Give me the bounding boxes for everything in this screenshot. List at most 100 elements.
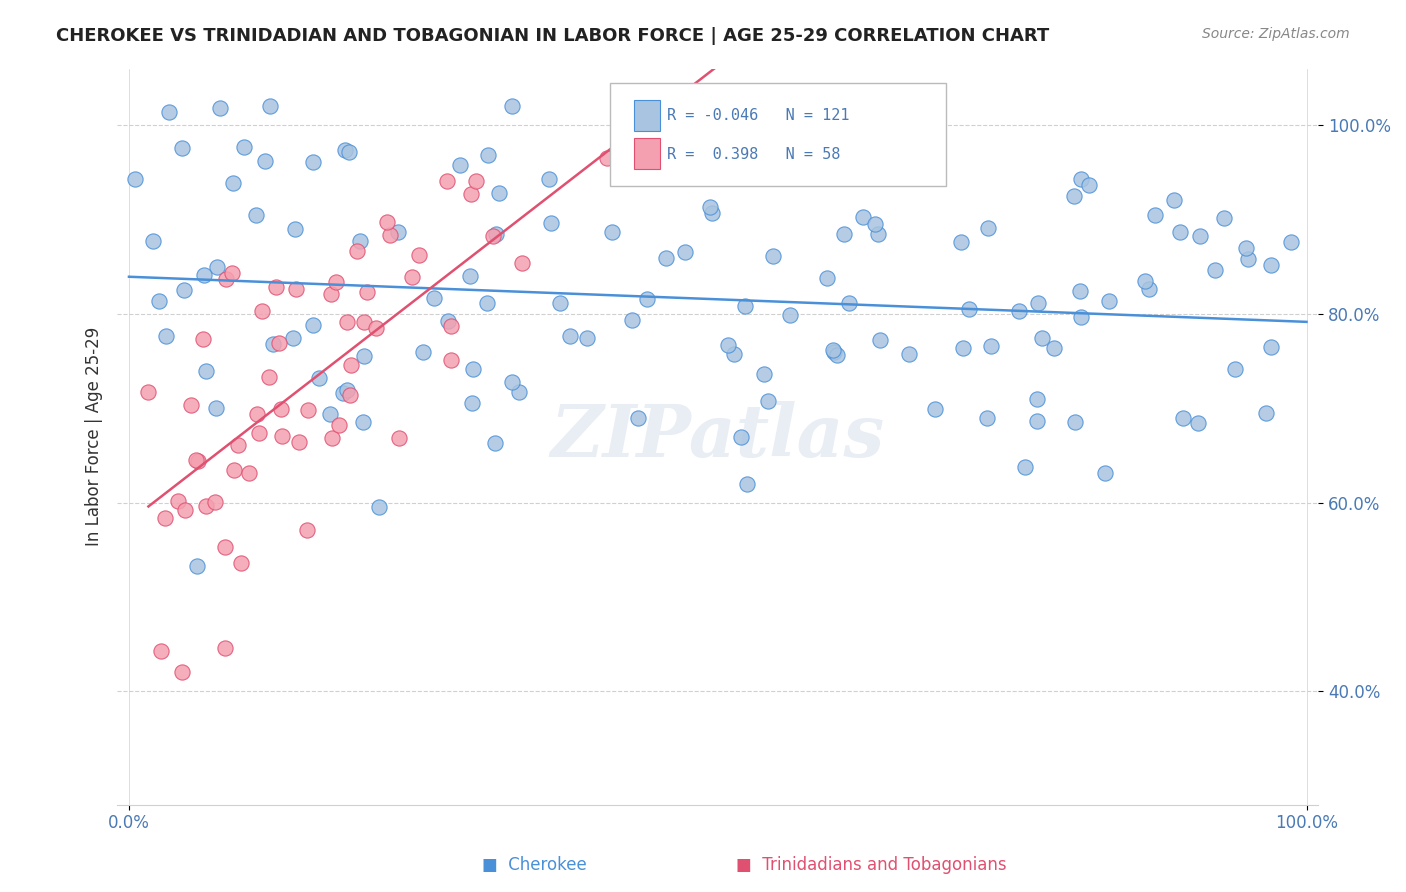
Point [863, 218, 886, 232]
Point [187, 454, 209, 468]
Point [254, 153, 277, 168]
Point [558, 329, 581, 343]
Point [1260, 340, 1282, 354]
FancyBboxPatch shape [610, 83, 946, 186]
Point [484, 436, 506, 450]
Point [440, 353, 463, 368]
Point [449, 158, 471, 172]
Point [437, 313, 460, 327]
Point [353, 349, 375, 363]
Point [284, 222, 307, 236]
Point [458, 269, 481, 284]
Point [957, 301, 980, 316]
Point [387, 431, 409, 445]
Point [501, 375, 523, 389]
Point [387, 225, 409, 239]
Point [226, 438, 249, 452]
Point [264, 280, 287, 294]
Point [868, 227, 890, 242]
Point [193, 332, 215, 346]
Point [1212, 211, 1234, 225]
Point [284, 282, 307, 296]
Point [214, 640, 236, 655]
Point [636, 292, 658, 306]
Point [1135, 274, 1157, 288]
Point [172, 665, 194, 680]
Point [167, 494, 190, 508]
Point [700, 206, 723, 220]
Y-axis label: In Labor Force | Age 25-29: In Labor Force | Age 25-29 [86, 327, 103, 546]
Point [221, 267, 243, 281]
Point [717, 338, 740, 352]
Point [756, 394, 779, 409]
Point [823, 344, 845, 359]
Point [440, 319, 463, 334]
Point [412, 344, 434, 359]
Point [321, 431, 343, 445]
Point [1094, 466, 1116, 480]
Point [297, 403, 319, 417]
Point [257, 370, 280, 384]
Point [159, 104, 181, 119]
Point [710, 99, 733, 113]
Point [150, 644, 173, 658]
Point [488, 186, 510, 200]
Point [1042, 342, 1064, 356]
Point [540, 216, 562, 230]
Point [193, 268, 215, 282]
Point [595, 151, 617, 165]
Point [308, 371, 330, 385]
Point [477, 148, 499, 162]
Point [353, 315, 375, 329]
Point [238, 466, 260, 480]
Point [825, 348, 848, 362]
Point [267, 336, 290, 351]
Point [1026, 392, 1049, 406]
Point [124, 171, 146, 186]
Point [1031, 331, 1053, 345]
Point [950, 235, 973, 249]
Point [1098, 294, 1121, 309]
Point [1168, 225, 1191, 239]
Point [214, 540, 236, 554]
Point [734, 299, 756, 313]
Point [368, 500, 391, 514]
Point [815, 271, 838, 285]
Point [550, 296, 572, 310]
Point [461, 396, 484, 410]
Point [1171, 411, 1194, 425]
Point [194, 364, 217, 378]
Point [464, 174, 486, 188]
Point [436, 174, 458, 188]
Point [333, 143, 356, 157]
Point [337, 145, 360, 160]
Point [485, 227, 508, 241]
Point [184, 453, 207, 467]
Point [408, 248, 430, 262]
Point [259, 99, 281, 113]
Point [325, 275, 347, 289]
Point [245, 208, 267, 222]
Point [422, 291, 444, 305]
Point [655, 251, 678, 265]
Point [270, 428, 292, 442]
Point [600, 225, 623, 239]
Text: CHEROKEE VS TRINIDADIAN AND TOBAGONIAN IN LABOR FORCE | AGE 25-29 CORRELATION CH: CHEROKEE VS TRINIDADIAN AND TOBAGONIAN I… [56, 27, 1049, 45]
Point [321, 287, 343, 301]
Point [364, 321, 387, 335]
Point [1260, 258, 1282, 272]
Point [1069, 284, 1091, 298]
Point [852, 210, 875, 224]
Point [752, 367, 775, 381]
Point [194, 499, 217, 513]
Point [924, 401, 946, 416]
Point [155, 328, 177, 343]
Point [461, 361, 484, 376]
Point [138, 385, 160, 400]
Point [1026, 296, 1049, 310]
Point [977, 221, 1000, 235]
Point [229, 556, 252, 570]
Point [180, 399, 202, 413]
Point [501, 99, 523, 113]
Point [301, 318, 323, 332]
